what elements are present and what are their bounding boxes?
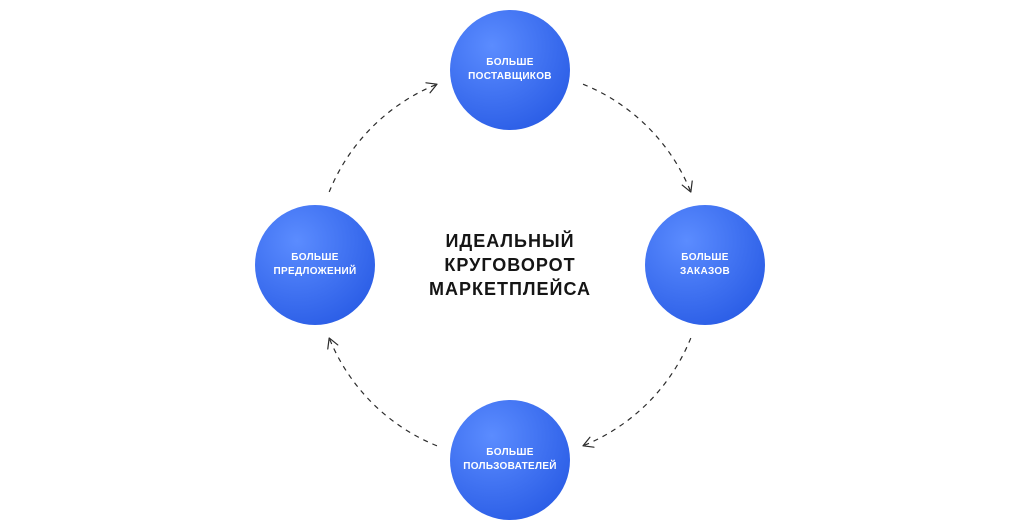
- center-title: ИДЕАЛЬНЫЙ КРУГОВОРОТ МАРКЕТПЛЕЙСА: [370, 229, 650, 302]
- cycle-diagram: ИДЕАЛЬНЫЙ КРУГОВОРОТ МАРКЕТПЛЕЙСА БОЛЬШЕ…: [0, 0, 1020, 530]
- arrowhead-icon: [682, 181, 692, 192]
- node-offers: БОЛЬШЕ ПРЕДЛОЖЕНИЙ: [255, 205, 375, 325]
- arrowhead-icon: [328, 338, 338, 349]
- arrowhead-icon: [426, 83, 437, 93]
- node-orders: БОЛЬШЕ ЗАКАЗОВ: [645, 205, 765, 325]
- node-orders-line1: БОЛЬШЕ: [680, 251, 730, 266]
- arc: [583, 338, 691, 446]
- arc: [583, 84, 691, 192]
- center-title-line3: МАРКЕТПЛЕЙСА: [370, 277, 650, 301]
- node-users: БОЛЬШЕ ПОЛЬЗОВАТЕЛЕЙ: [450, 400, 570, 520]
- center-title-line1: ИДЕАЛЬНЫЙ: [370, 229, 650, 253]
- node-users-line1: БОЛЬШЕ: [463, 446, 557, 461]
- node-suppliers-line1: БОЛЬШЕ: [468, 56, 552, 71]
- center-title-line2: КРУГОВОРОТ: [370, 253, 650, 277]
- arrowhead-icon: [583, 437, 594, 447]
- node-offers-line2: ПРЕДЛОЖЕНИЙ: [274, 265, 357, 280]
- arc: [329, 84, 437, 192]
- arc: [329, 338, 437, 446]
- node-offers-line1: БОЛЬШЕ: [274, 251, 357, 266]
- node-suppliers: БОЛЬШЕ ПОСТАВЩИКОВ: [450, 10, 570, 130]
- node-users-line2: ПОЛЬЗОВАТЕЛЕЙ: [463, 460, 557, 475]
- node-orders-line2: ЗАКАЗОВ: [680, 265, 730, 280]
- node-suppliers-line2: ПОСТАВЩИКОВ: [468, 70, 552, 85]
